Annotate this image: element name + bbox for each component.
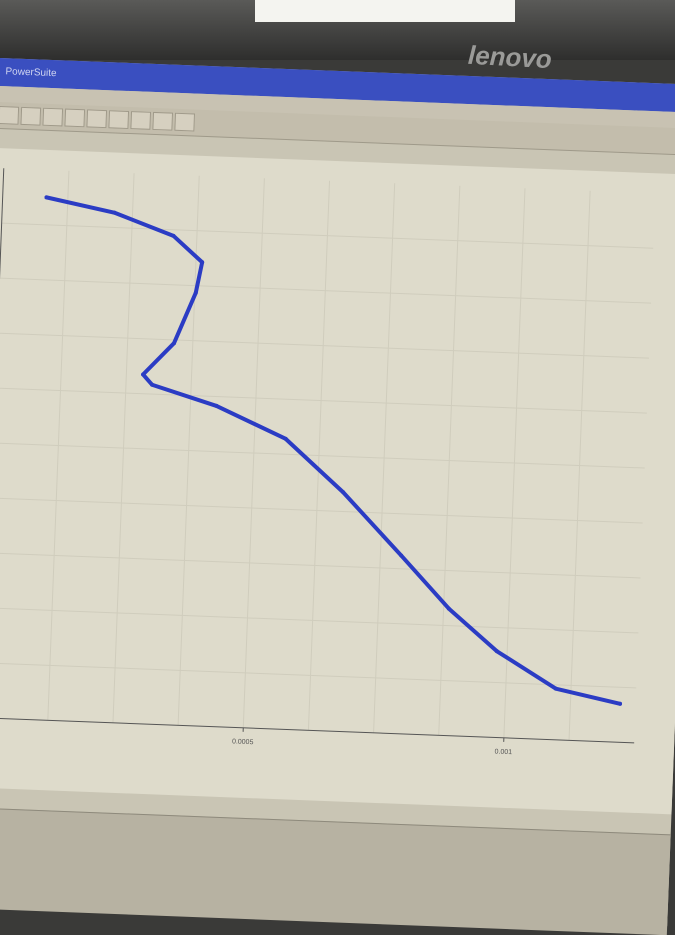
grid-line xyxy=(0,443,645,468)
lenovo-logo: lenovo xyxy=(467,40,552,75)
x-tick-label: 0.0005 xyxy=(232,738,254,746)
grid-line xyxy=(0,663,636,688)
copy-icon[interactable] xyxy=(64,109,85,128)
grid-line xyxy=(0,498,643,523)
line-icon[interactable] xyxy=(130,111,151,130)
close-icon[interactable] xyxy=(174,113,195,132)
cut-icon[interactable] xyxy=(42,108,63,127)
grid-line xyxy=(0,608,638,633)
grid-line xyxy=(0,333,649,358)
zoom-icon[interactable] xyxy=(152,112,173,131)
x-axis xyxy=(0,718,634,743)
pen-icon[interactable] xyxy=(108,110,129,129)
light-glare xyxy=(255,0,515,22)
x-tick-label: 0.001 xyxy=(494,748,512,756)
save-icon[interactable] xyxy=(20,107,41,126)
paste-icon[interactable] xyxy=(86,109,107,128)
open-icon[interactable] xyxy=(0,106,19,125)
bottom-panel xyxy=(0,807,671,935)
grid-line xyxy=(0,553,641,578)
data-line xyxy=(28,197,639,703)
grid-line xyxy=(0,388,647,413)
